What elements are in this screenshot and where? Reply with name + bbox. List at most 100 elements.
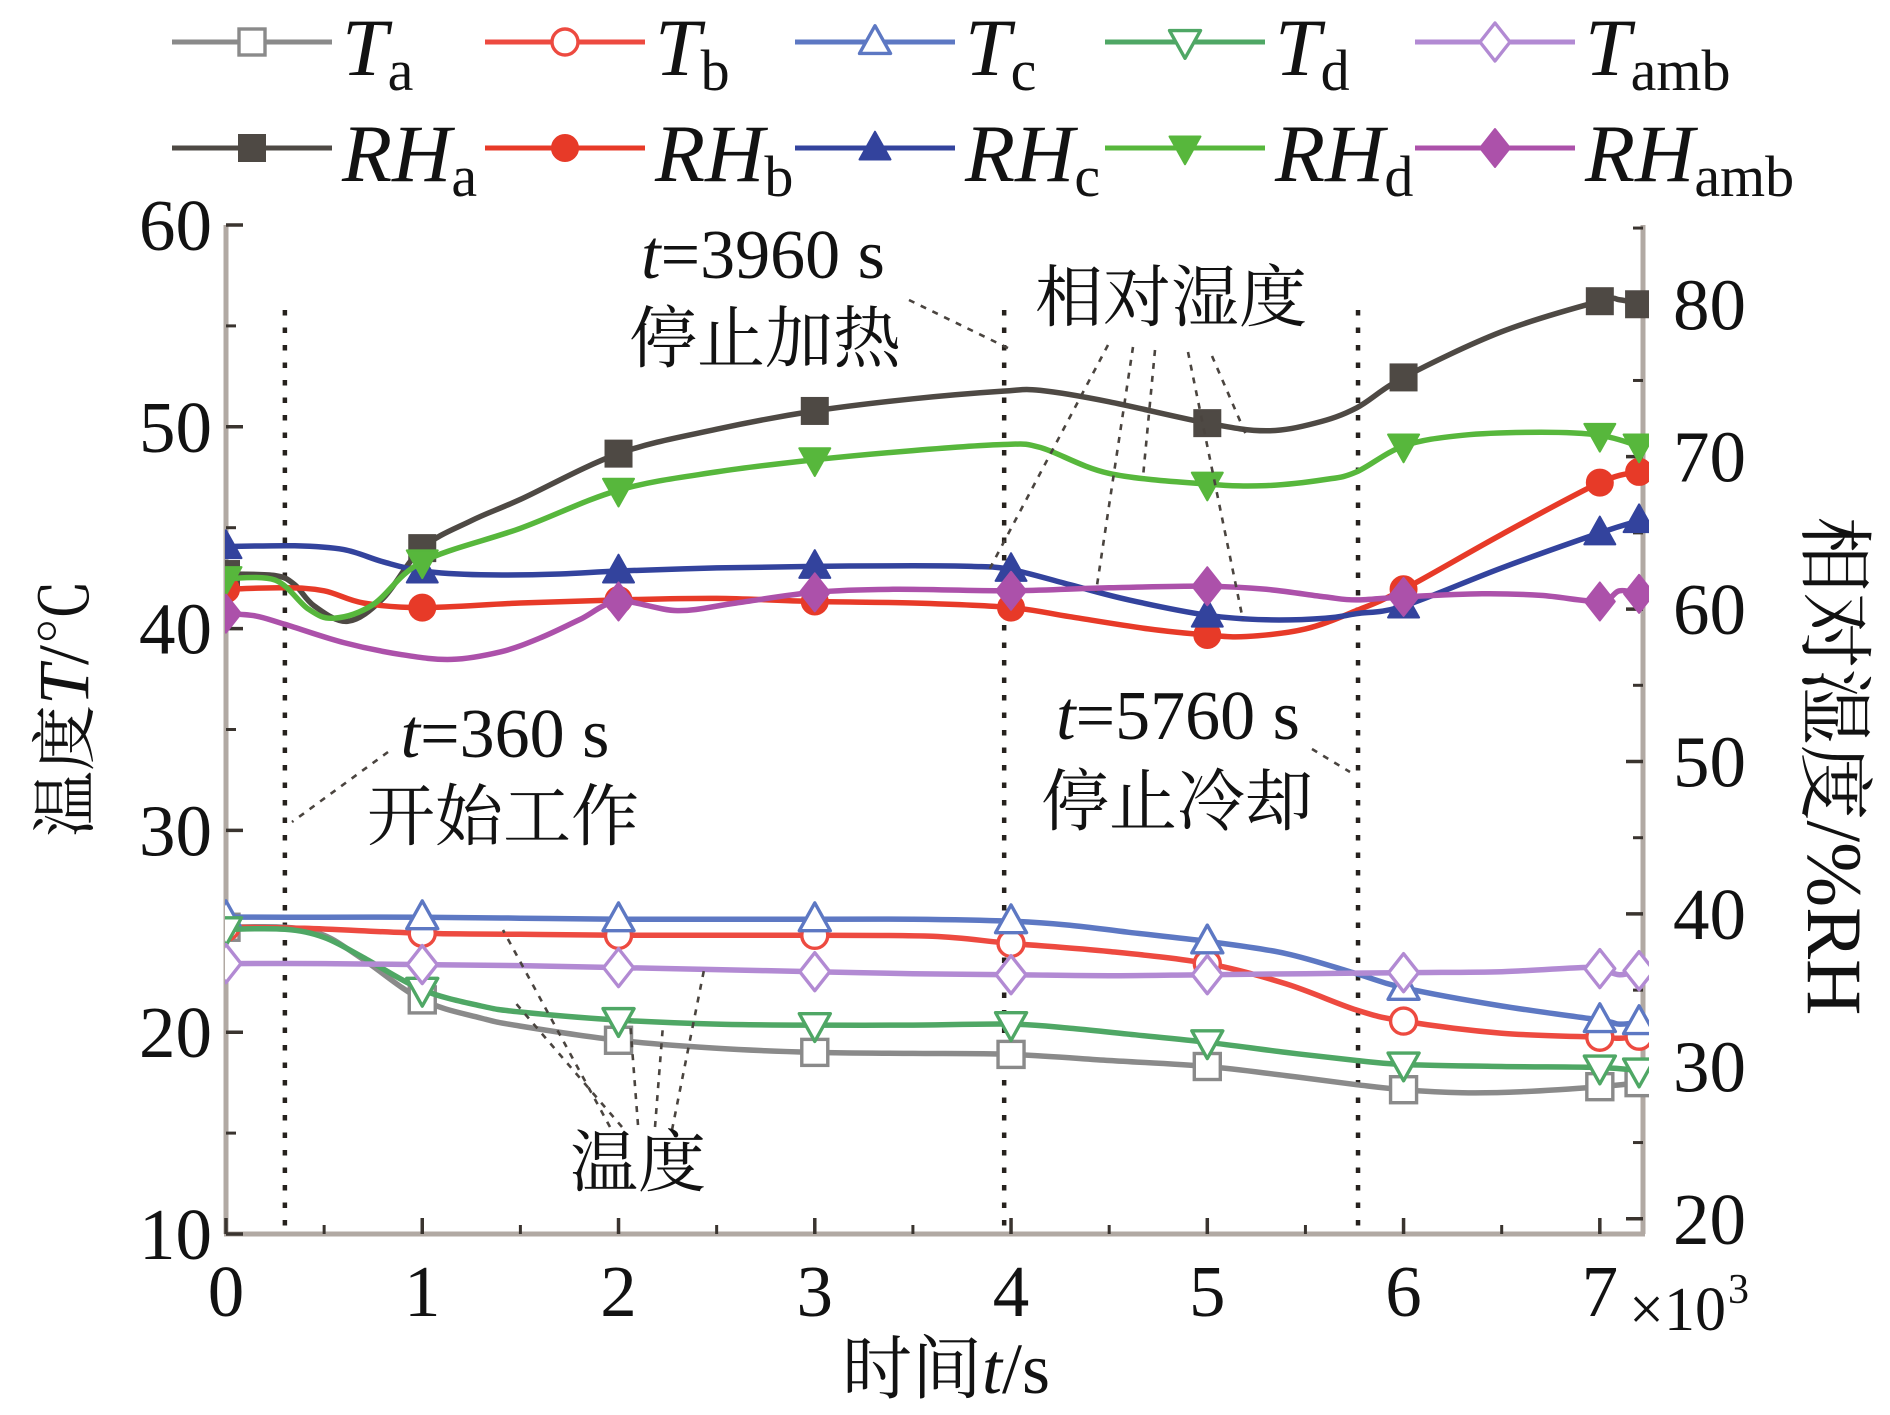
right-tick-label: 80 <box>1673 264 1746 345</box>
text-run: c <box>1074 144 1100 209</box>
marker-triangle-down-filled <box>405 549 439 580</box>
marker-diamond-filled <box>1479 128 1511 168</box>
left-tick-label: 50 <box>139 387 212 468</box>
cjk-char <box>835 304 899 368</box>
marker-triangle-down-filled <box>798 447 832 477</box>
glyph-or-shape <box>1104 264 1169 327</box>
text-run: amb <box>1631 38 1731 103</box>
marker-triangle-down-open <box>1190 1029 1225 1061</box>
glyph-or-shape <box>766 305 830 368</box>
x-tick-label: 6 <box>1385 1251 1422 1332</box>
glyph-or-shape <box>1037 264 1100 327</box>
leader-temperature-label <box>653 1024 665 1128</box>
left-axis-title: T/ <box>24 585 104 835</box>
marker-diamond-open <box>225 942 243 985</box>
right-tick-label: 20 <box>1673 1179 1746 1260</box>
marker-triangle-up-filled <box>1622 503 1649 534</box>
annotation-humidity-label-line1 <box>1037 263 1305 327</box>
marker-square-open <box>800 1037 830 1068</box>
glyph-or-shape <box>640 1128 704 1192</box>
annotation-start-work-line1: t =360 s <box>401 696 610 773</box>
marker-triangle-down-filled <box>1168 135 1202 166</box>
leader-temperature-label <box>512 999 623 1128</box>
marker-triangle-up-filled <box>1190 597 1224 628</box>
leader-humidity-label <box>1094 346 1135 593</box>
glyph-or-shape <box>1111 769 1175 828</box>
x-tick-label: 1 <box>404 1251 441 1332</box>
marker-triangle-up-filled <box>1583 515 1617 546</box>
cjk-char <box>369 784 434 846</box>
marker-triangle-down-open <box>1386 1051 1421 1083</box>
marker-triangle-up-filled <box>225 529 243 560</box>
cjk-char <box>1247 768 1311 831</box>
cjk-char <box>631 304 696 368</box>
text-run: RH <box>341 108 455 199</box>
text-run: amb <box>1694 144 1794 209</box>
glyph-or-shape <box>847 1335 910 1399</box>
text-run: /%RH <box>1791 821 1878 1016</box>
text-run: T <box>965 2 1016 93</box>
cjk-char <box>37 585 90 641</box>
glyph-or-shape <box>631 304 696 368</box>
glyph-or-shape <box>31 707 94 769</box>
text-run: RH <box>1274 108 1388 199</box>
text-run: / <box>24 645 104 665</box>
marker-square-filled <box>604 439 633 468</box>
leader-humidity-label <box>986 344 1110 573</box>
series-Tb-curve <box>225 924 1642 1042</box>
text-run: t <box>641 217 662 294</box>
x-axis-title: t/s <box>847 1329 1050 1409</box>
marker-triangle-down-open <box>1621 1057 1649 1089</box>
legend-entry-RHc: RH c <box>795 108 1100 209</box>
marker-triangle-up-open <box>857 24 893 56</box>
marker-diamond-filled <box>1583 581 1616 622</box>
left-tick-label: 30 <box>139 790 212 871</box>
marker-square-open <box>237 27 267 57</box>
series-layer <box>225 287 1649 1105</box>
legend-label-RHd: RH d <box>1274 108 1413 209</box>
text-run: =5760 s <box>1076 678 1300 755</box>
leader-stop-heating <box>908 298 1013 352</box>
marker-square-open <box>996 1039 1026 1070</box>
marker-diamond-filled <box>225 593 242 634</box>
cjk-char <box>1801 747 1873 818</box>
glyph-or-shape <box>1802 518 1872 589</box>
text-run: T <box>342 2 393 93</box>
marker-triangle-up-open <box>993 903 1029 935</box>
text-run: /s <box>1002 1329 1050 1409</box>
glyph-or-shape <box>1179 767 1244 831</box>
left-tick-label: 20 <box>139 992 212 1073</box>
leader-temperature-label <box>628 1020 640 1126</box>
marker-square-filled <box>1585 287 1614 316</box>
x-axis-multiplier: ×10 3 <box>1629 1267 1749 1344</box>
cjk-char <box>31 707 94 769</box>
marker-triangle-up-open <box>405 899 440 931</box>
cjk-char <box>33 772 94 835</box>
text-run: a <box>451 144 477 209</box>
glyph-or-shape <box>1241 263 1305 327</box>
leader-temperature-label <box>670 969 706 1131</box>
marker-triangle-down-filled <box>225 566 243 596</box>
marker-square-filled <box>238 134 266 162</box>
annotation-leaders <box>291 298 1351 1131</box>
x-tick-label: 4 <box>993 1251 1030 1332</box>
text-run: RH <box>654 108 768 199</box>
marker-triangle-down-filled <box>602 477 636 508</box>
right-tick-label: 50 <box>1673 722 1746 803</box>
marker-triangle-down-open <box>1582 1054 1618 1086</box>
legend-label-RHamb: RH amb <box>1584 108 1794 209</box>
marker-circle-filled <box>551 134 579 162</box>
x-tick-label: 5 <box>1189 1251 1226 1332</box>
marker-diamond-open <box>798 950 832 993</box>
series-Td <box>225 916 1649 1089</box>
text-run: d <box>1384 144 1413 209</box>
text-run: T <box>655 2 706 93</box>
glyph-or-shape <box>573 783 637 846</box>
leader-start-work <box>291 750 389 824</box>
marker-triangle-down-open <box>797 1011 832 1044</box>
